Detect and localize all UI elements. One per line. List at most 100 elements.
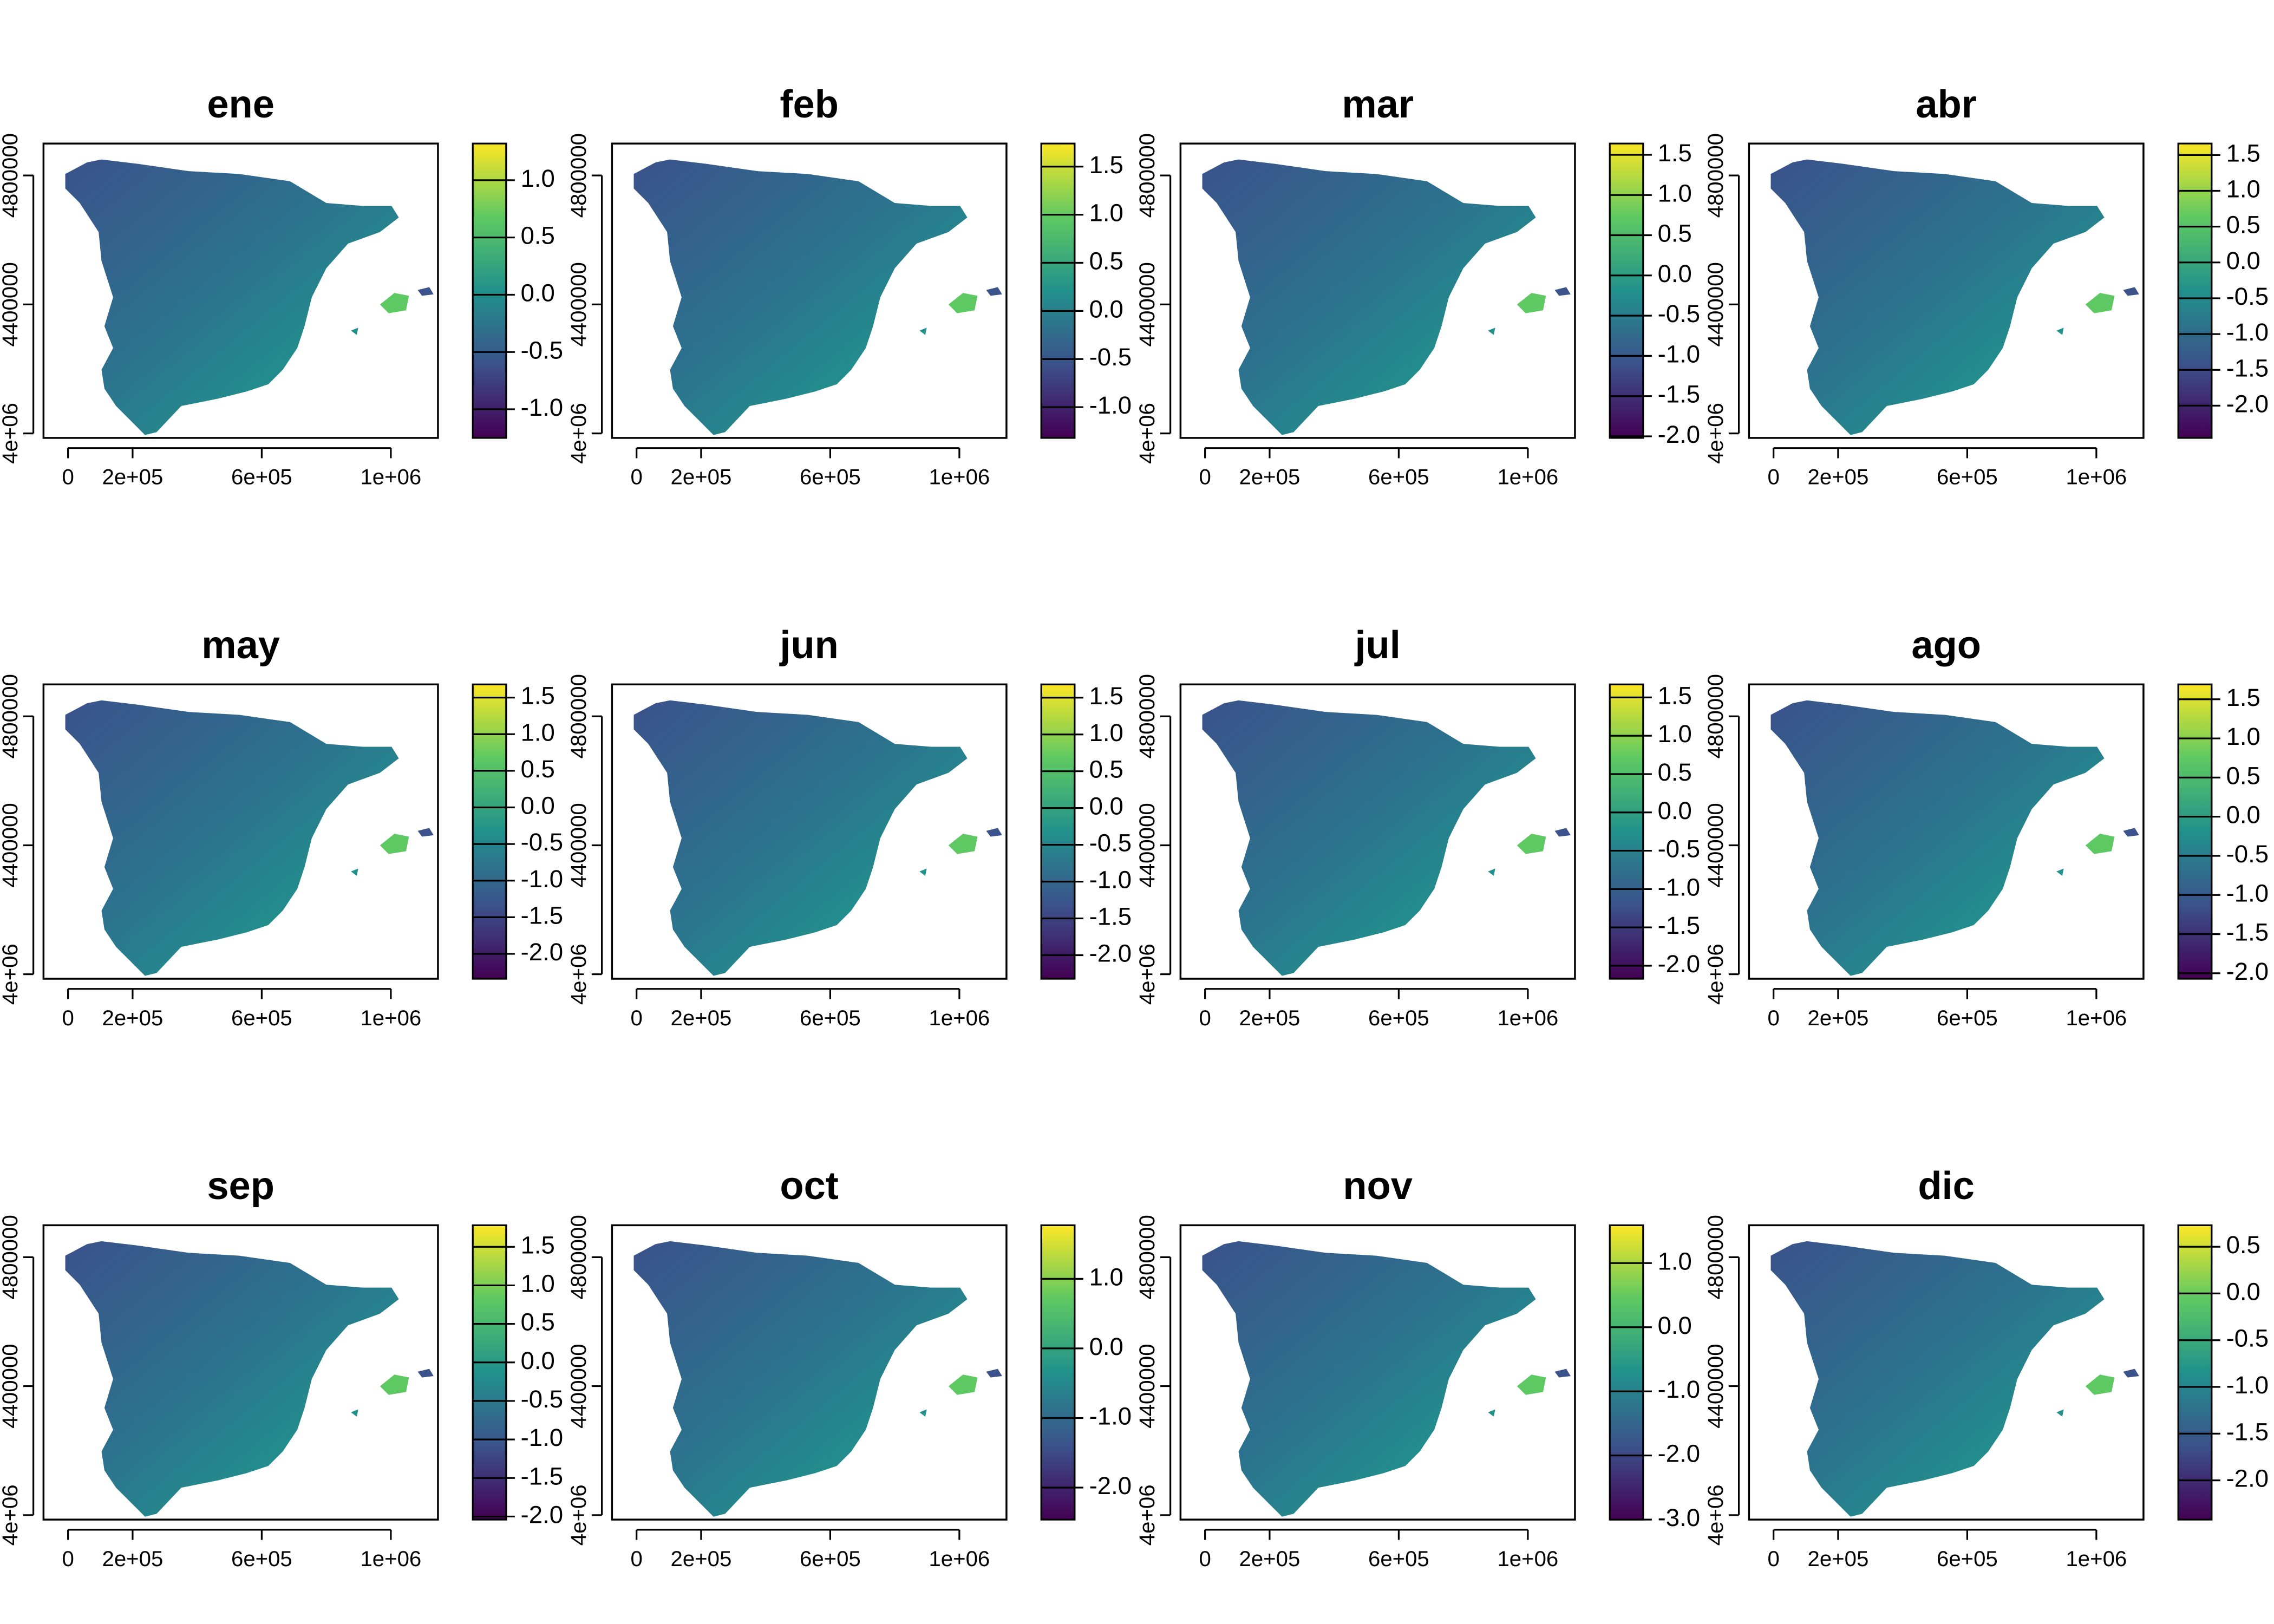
colorbar-tick-label: -1.5 (2226, 354, 2269, 382)
colorbar-tick-label: 1.5 (521, 1231, 555, 1259)
colorbar (2177, 683, 2213, 980)
panel-title: ene (207, 83, 275, 126)
x-tick-label: 0 (630, 1547, 642, 1571)
x-tick-label: 2e+05 (1239, 1006, 1301, 1030)
colorbar-tick-label: -1.5 (521, 901, 563, 929)
y-tick-label: 4800000 (1703, 1215, 1728, 1299)
plot-frame (611, 142, 1008, 439)
colorbar (1040, 1224, 1076, 1521)
colorbar-tick-label: -0.5 (521, 1385, 563, 1413)
panel: jun 0 2e+05 6e+05 1e+06 4e+06 4400000 4800000 -2… (566, 624, 1132, 1030)
x-tick-label: 6e+05 (1937, 1006, 1998, 1030)
colorbar-tick-label: 0.5 (521, 222, 555, 250)
plot-frame (611, 1224, 1008, 1521)
y-tick-label: 4800000 (566, 133, 591, 218)
y-tick-label: 4e+06 (566, 1484, 591, 1546)
panel: ene 0 2e+05 6e+05 1e+06 4e+06 4400000 4800000 -1… (0, 83, 563, 489)
colorbar-tick-label: 0.0 (2226, 1278, 2260, 1305)
colorbar-tick-label: 0.5 (521, 1308, 555, 1336)
panel-title: mar (1342, 83, 1414, 126)
panel-title: dic (1918, 1164, 1974, 1208)
y-tick-label: 4800000 (0, 674, 22, 758)
colorbar-tick-label: -1.0 (1089, 866, 1132, 894)
plot-frame (42, 683, 439, 980)
colorbar-tick-label: 0.5 (1089, 247, 1123, 275)
colorbar-tick-label: -0.5 (2226, 840, 2269, 868)
colorbar-tick-label: 1.0 (1658, 179, 1692, 207)
colorbar (2177, 142, 2213, 439)
x-tick-label: 2e+05 (1808, 1547, 1869, 1571)
colorbar-tick-label: 0.0 (521, 1347, 555, 1374)
x-tick-label: 2e+05 (102, 1006, 164, 1030)
colorbar-tick-label: 1.0 (1658, 720, 1692, 748)
colorbar (1609, 1224, 1644, 1521)
colorbar-tick-label: 1.0 (521, 165, 555, 192)
colorbar-tick-label: 0.0 (521, 279, 555, 306)
colorbar-tick-label: 0.0 (1658, 797, 1692, 824)
colorbar-tick-label: -1.5 (1089, 903, 1132, 931)
x-tick-label: 0 (62, 1006, 74, 1030)
colorbar-tick-label: 1.0 (521, 718, 555, 746)
y-tick-label: 4400000 (1703, 803, 1728, 887)
colorbar-tick-label: 0.0 (1089, 1333, 1123, 1360)
x-tick-label: 0 (1199, 1006, 1211, 1030)
panel-title: jun (779, 624, 838, 667)
panel: feb 0 2e+05 6e+05 1e+06 4e+06 4400000 4800000 -1… (566, 83, 1132, 489)
y-tick-label: 4e+06 (1703, 1484, 1728, 1546)
y-tick-label: 4e+06 (1135, 944, 1159, 1005)
x-tick-label: 2e+05 (102, 465, 164, 489)
colorbar-tick-label: 1.0 (521, 1269, 555, 1297)
y-tick-label: 4400000 (0, 262, 22, 346)
y-tick-label: 4e+06 (0, 944, 22, 1005)
y-tick-label: 4800000 (0, 133, 22, 218)
panel: dic 0 2e+05 6e+05 1e+06 4e+06 4400000 4800000 -2… (1703, 1164, 2269, 1571)
y-tick-label: 4400000 (1135, 1344, 1159, 1428)
x-tick-label: 1e+06 (360, 1006, 421, 1030)
y-tick-label: 4400000 (1135, 803, 1159, 887)
x-tick-label: 1e+06 (929, 465, 990, 489)
colorbar-tick-label: -1.0 (1089, 1402, 1132, 1430)
colorbar-tick-label: 1.5 (2226, 684, 2260, 711)
x-tick-label: 6e+05 (231, 465, 292, 489)
y-tick-label: 4800000 (1135, 1215, 1159, 1299)
x-tick-label: 6e+05 (1368, 1547, 1429, 1571)
colorbar (472, 142, 507, 439)
y-tick-label: 4e+06 (0, 403, 22, 464)
x-tick-label: 0 (1199, 1547, 1211, 1571)
colorbar-tick-label: -1.0 (1658, 1376, 1700, 1403)
x-tick-label: 6e+05 (1368, 1006, 1429, 1030)
x-tick-label: 2e+05 (1808, 465, 1869, 489)
colorbar-tick-label: 0.5 (1658, 758, 1692, 786)
y-tick-label: 4400000 (566, 1344, 591, 1428)
x-tick-label: 0 (630, 465, 642, 489)
plot-frame (1179, 142, 1576, 439)
colorbar-tick-label: -1.0 (1658, 873, 1700, 901)
colorbar-tick-label: -2.0 (521, 938, 563, 966)
x-tick-label: 1e+06 (929, 1006, 990, 1030)
colorbar-tick-label: -0.5 (1089, 829, 1132, 857)
colorbar-tick-label: -1.5 (1658, 912, 1700, 939)
x-tick-label: 1e+06 (2066, 465, 2127, 489)
y-tick-label: 4800000 (0, 1215, 22, 1299)
x-tick-label: 6e+05 (800, 1006, 861, 1030)
colorbar-tick-label: 1.0 (1089, 1263, 1123, 1291)
x-tick-label: 1e+06 (929, 1547, 990, 1571)
plot-frame (1179, 1224, 1576, 1521)
colorbar-tick-label: -2.0 (2226, 390, 2269, 417)
colorbar-tick-label: -0.5 (521, 828, 563, 856)
y-tick-label: 4400000 (0, 1344, 22, 1428)
colorbar-tick-label: -1.0 (1658, 340, 1700, 368)
y-tick-label: 4800000 (1135, 674, 1159, 758)
colorbar-tick-label: -2.0 (1658, 421, 1700, 448)
panel-title: jul (1354, 624, 1400, 667)
x-tick-label: 6e+05 (1368, 465, 1429, 489)
panel: oct 0 2e+05 6e+05 1e+06 4e+06 4400000 4800000 -2… (566, 1164, 1132, 1571)
panel-title: nov (1343, 1164, 1413, 1208)
colorbar-tick-label: -1.5 (1658, 381, 1700, 408)
colorbar-tick-label: -1.5 (2226, 919, 2269, 946)
x-tick-label: 1e+06 (1497, 1006, 1558, 1030)
plot-frame (42, 142, 439, 439)
panel: jul 0 2e+05 6e+05 1e+06 4e+06 4400000 4800000 -2… (1135, 624, 1700, 1030)
plot-frame (1179, 683, 1576, 980)
colorbar-tick-label: -1.0 (2226, 1371, 2269, 1399)
